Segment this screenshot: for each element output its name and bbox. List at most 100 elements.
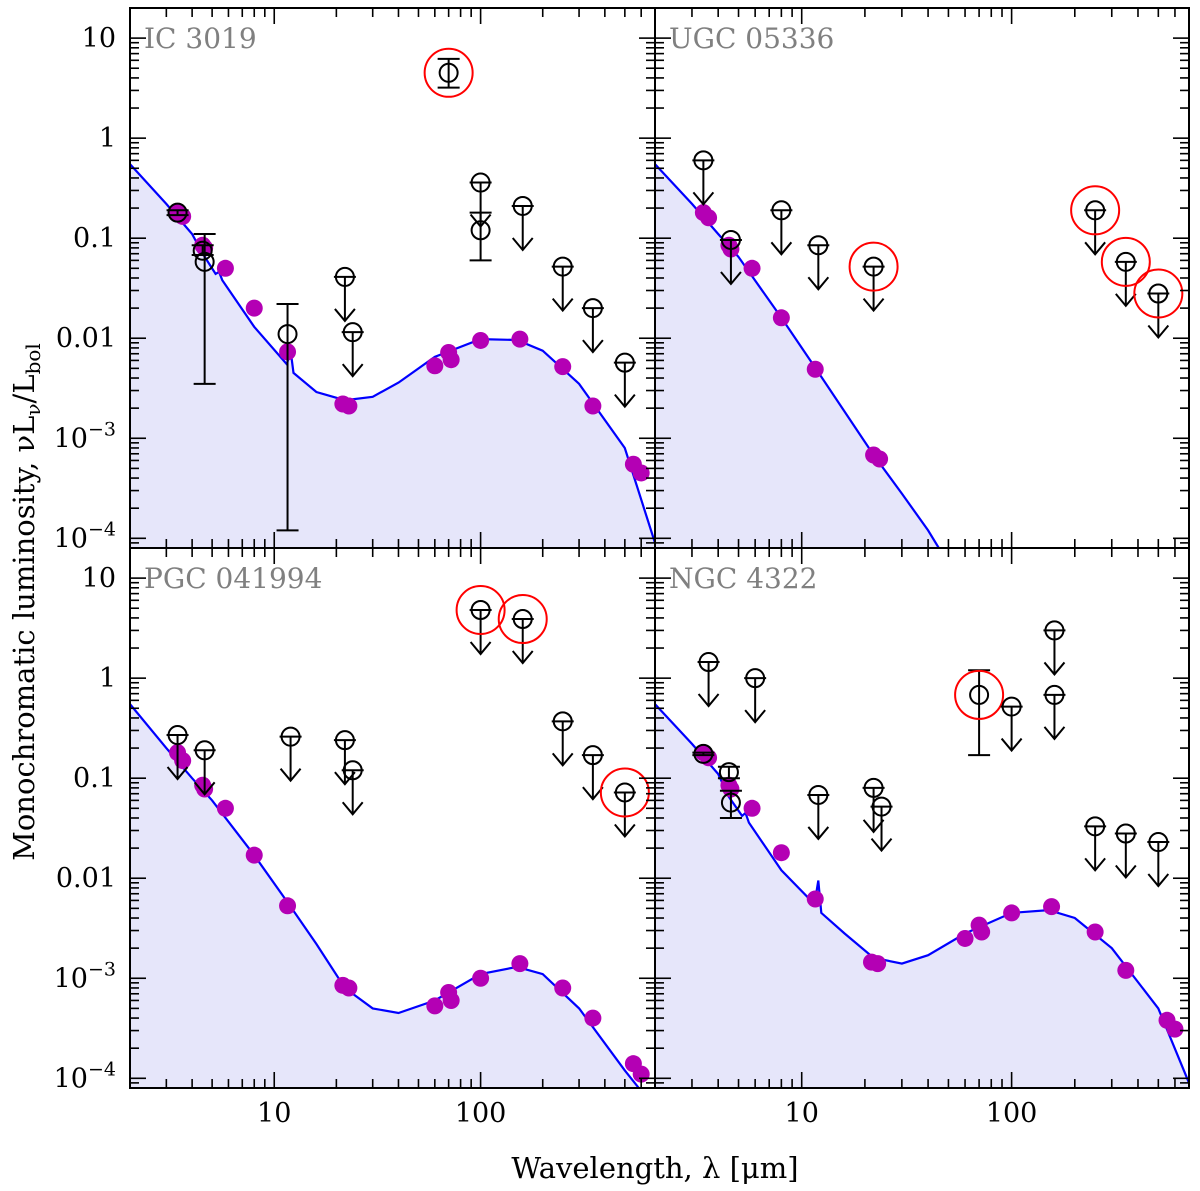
outlier-ring bbox=[423, 47, 474, 98]
upper-limit bbox=[551, 711, 574, 767]
limit-arrowhead bbox=[697, 693, 720, 708]
model-point bbox=[1117, 961, 1135, 979]
y-tick-label: 10−4 bbox=[54, 518, 116, 554]
observation-marker bbox=[969, 684, 990, 705]
limit-arrowhead bbox=[341, 363, 364, 378]
limit-arrowhead bbox=[334, 771, 356, 786]
observation bbox=[423, 47, 474, 98]
observation-marker bbox=[470, 172, 491, 193]
limit-arrowhead bbox=[551, 297, 574, 313]
observation-marker bbox=[1085, 816, 1106, 837]
upper-limit bbox=[341, 322, 364, 378]
limit-arrowhead bbox=[582, 339, 604, 354]
observation-marker bbox=[280, 726, 301, 747]
outlier-ring bbox=[599, 767, 650, 818]
limit-arrowhead bbox=[1043, 726, 1066, 741]
limit-arrowhead bbox=[720, 271, 742, 286]
upper-limit bbox=[1084, 816, 1107, 872]
y-tick-label: 10−3 bbox=[54, 958, 116, 994]
model-point bbox=[806, 360, 824, 378]
panel-2: UGC 05336 bbox=[654, 7, 1190, 549]
upper-limit bbox=[193, 740, 216, 796]
observation-marker bbox=[871, 796, 892, 817]
panel-3: PGC 041994 bbox=[129, 547, 656, 1089]
upper-limit bbox=[719, 229, 742, 286]
model-point bbox=[1086, 923, 1104, 941]
limit-arrowhead bbox=[614, 823, 636, 839]
outlier-ring bbox=[848, 241, 899, 292]
upper-limit bbox=[1147, 832, 1170, 888]
x-tick-label: 100 bbox=[986, 1098, 1038, 1129]
y-tick-label: 1 bbox=[99, 663, 116, 694]
model-point bbox=[216, 259, 234, 277]
upper-limit bbox=[692, 150, 715, 206]
x-tick-label: 10 bbox=[785, 1098, 819, 1129]
observation-marker bbox=[863, 777, 884, 798]
model-point bbox=[806, 890, 824, 908]
observation-marker bbox=[693, 743, 714, 764]
observation bbox=[276, 302, 299, 532]
upper-limit bbox=[1100, 236, 1151, 308]
upper-limit bbox=[1043, 620, 1066, 676]
limit-arrowhead bbox=[166, 766, 189, 781]
limit-arrowhead bbox=[551, 752, 574, 767]
observation-marker bbox=[745, 668, 766, 689]
x-tick-label: 100 bbox=[455, 1098, 507, 1129]
observation-marker bbox=[470, 220, 491, 241]
observation-marker bbox=[582, 298, 603, 319]
observation-marker bbox=[582, 745, 603, 766]
upper-limit bbox=[333, 730, 356, 786]
observation-marker bbox=[192, 240, 213, 261]
upper-limit bbox=[166, 725, 189, 781]
panels: IC 3019 UGC 05336 PGC 041994 NGC 4322 bbox=[129, 7, 1190, 1089]
model-point bbox=[632, 464, 650, 482]
model-point bbox=[511, 955, 529, 973]
upper-limit bbox=[1043, 684, 1066, 741]
observation-marker bbox=[552, 256, 573, 277]
observation bbox=[954, 669, 1005, 757]
observation-marker bbox=[167, 202, 188, 223]
y-tick-label: 0.1 bbox=[73, 223, 116, 254]
model-point bbox=[584, 397, 602, 415]
model-point bbox=[216, 799, 234, 817]
upper-limit bbox=[1070, 185, 1121, 256]
observation-marker bbox=[720, 229, 741, 250]
outlier-ring bbox=[455, 585, 506, 636]
limit-arrowhead bbox=[770, 241, 793, 256]
panel-plot-area bbox=[655, 620, 1189, 1088]
observation-marker bbox=[771, 200, 792, 221]
limit-arrowhead bbox=[1147, 324, 1170, 340]
upper-limit bbox=[697, 652, 720, 708]
limit-arrowhead bbox=[1115, 293, 1137, 308]
y-tick-label-exponent: −4 bbox=[88, 1058, 116, 1080]
observation-marker bbox=[277, 324, 298, 345]
y-tick-label-base: 10 bbox=[54, 423, 88, 454]
limit-arrowhead bbox=[1000, 737, 1023, 753]
panel-label: UGC 05336 bbox=[669, 22, 834, 55]
y-tick-label: 0.01 bbox=[56, 863, 116, 894]
upper-limit bbox=[279, 726, 302, 783]
observation-marker bbox=[194, 740, 215, 761]
y-tick-label: 10 bbox=[82, 563, 116, 594]
limit-arrowhead bbox=[469, 641, 492, 656]
upper-limit bbox=[1133, 268, 1184, 340]
limit-arrowhead bbox=[279, 768, 302, 783]
observation-marker bbox=[342, 322, 363, 343]
y-tick-label-base: 10 bbox=[54, 963, 88, 994]
model-curve bbox=[130, 163, 655, 544]
limit-arrowhead bbox=[582, 786, 604, 801]
y-tick-label: 0.01 bbox=[56, 323, 116, 354]
observation-marker bbox=[334, 266, 355, 287]
model-point bbox=[245, 299, 263, 317]
model-point bbox=[1003, 904, 1021, 922]
model-point bbox=[772, 309, 790, 327]
y-tick-label: 1 bbox=[99, 123, 116, 154]
model-point bbox=[340, 979, 358, 997]
observation-marker bbox=[438, 62, 459, 83]
upper-limit bbox=[870, 796, 893, 853]
x-tick-labels: 10 100 10 100 bbox=[257, 1098, 1037, 1129]
model-point bbox=[1166, 1020, 1184, 1038]
upper-limit bbox=[455, 585, 506, 656]
upper-limit bbox=[599, 767, 650, 839]
